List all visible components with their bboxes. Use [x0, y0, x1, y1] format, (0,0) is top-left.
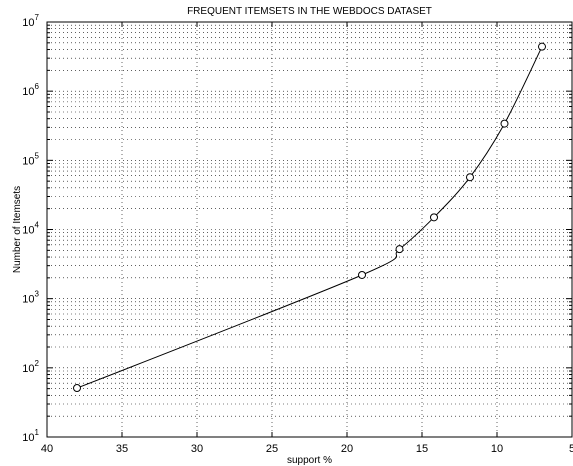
y-tick-exponent: 1 [35, 428, 40, 437]
series-line [76, 46, 543, 389]
data-point [358, 270, 366, 279]
x-tick-label: 15 [416, 443, 428, 455]
x-tick-label: 40 [41, 443, 53, 455]
ticks [46, 22, 573, 438]
y-tick-label: 101 [22, 428, 39, 444]
y-tick-base: 10 [22, 17, 34, 29]
x-tick-label: 5 [569, 443, 573, 455]
grid [47, 22, 572, 437]
y-tick-label: 103 [22, 290, 39, 306]
y-tick-exponent: 2 [35, 359, 40, 368]
chart-title: FREQUENT ITEMSETS IN THE WEBDOCS DATASET [187, 6, 432, 17]
data-point [395, 245, 404, 254]
y-tick-base: 10 [22, 294, 34, 306]
data-point [538, 42, 546, 51]
y-tick-exponent: 4 [35, 221, 40, 230]
y-tick-label: 107 [22, 13, 39, 29]
y-tick-label: 105 [22, 151, 39, 167]
y-tick-label: 102 [22, 359, 39, 375]
x-tick-label: 20 [341, 443, 353, 455]
y-tick-label: 106 [22, 82, 39, 98]
y-tick-exponent: 3 [35, 290, 40, 299]
y-tick-label: 104 [22, 221, 39, 237]
y-tick-base: 10 [22, 432, 34, 444]
data-point [73, 384, 81, 393]
y-tick-exponent: 6 [35, 82, 40, 91]
x-tick-label: 30 [191, 443, 203, 455]
data-point [466, 173, 474, 182]
data-point [500, 119, 509, 128]
x-tick-label: 25 [266, 443, 278, 455]
y-tick-exponent: 7 [35, 13, 40, 22]
series [73, 42, 546, 393]
y-tick-base: 10 [22, 363, 34, 375]
plot-area [46, 21, 573, 438]
x-tick-label: 35 [116, 443, 128, 455]
data-point [430, 213, 438, 222]
y-tick-base: 10 [22, 225, 34, 237]
y-tick-exponent: 5 [35, 151, 40, 160]
y-tick-base: 10 [22, 155, 34, 167]
y-axis-label: Number of Itemsets [12, 186, 23, 273]
y-tick-base: 10 [22, 86, 34, 98]
x-tick-label: 10 [491, 443, 503, 455]
x-axis-label: support % [287, 455, 332, 466]
